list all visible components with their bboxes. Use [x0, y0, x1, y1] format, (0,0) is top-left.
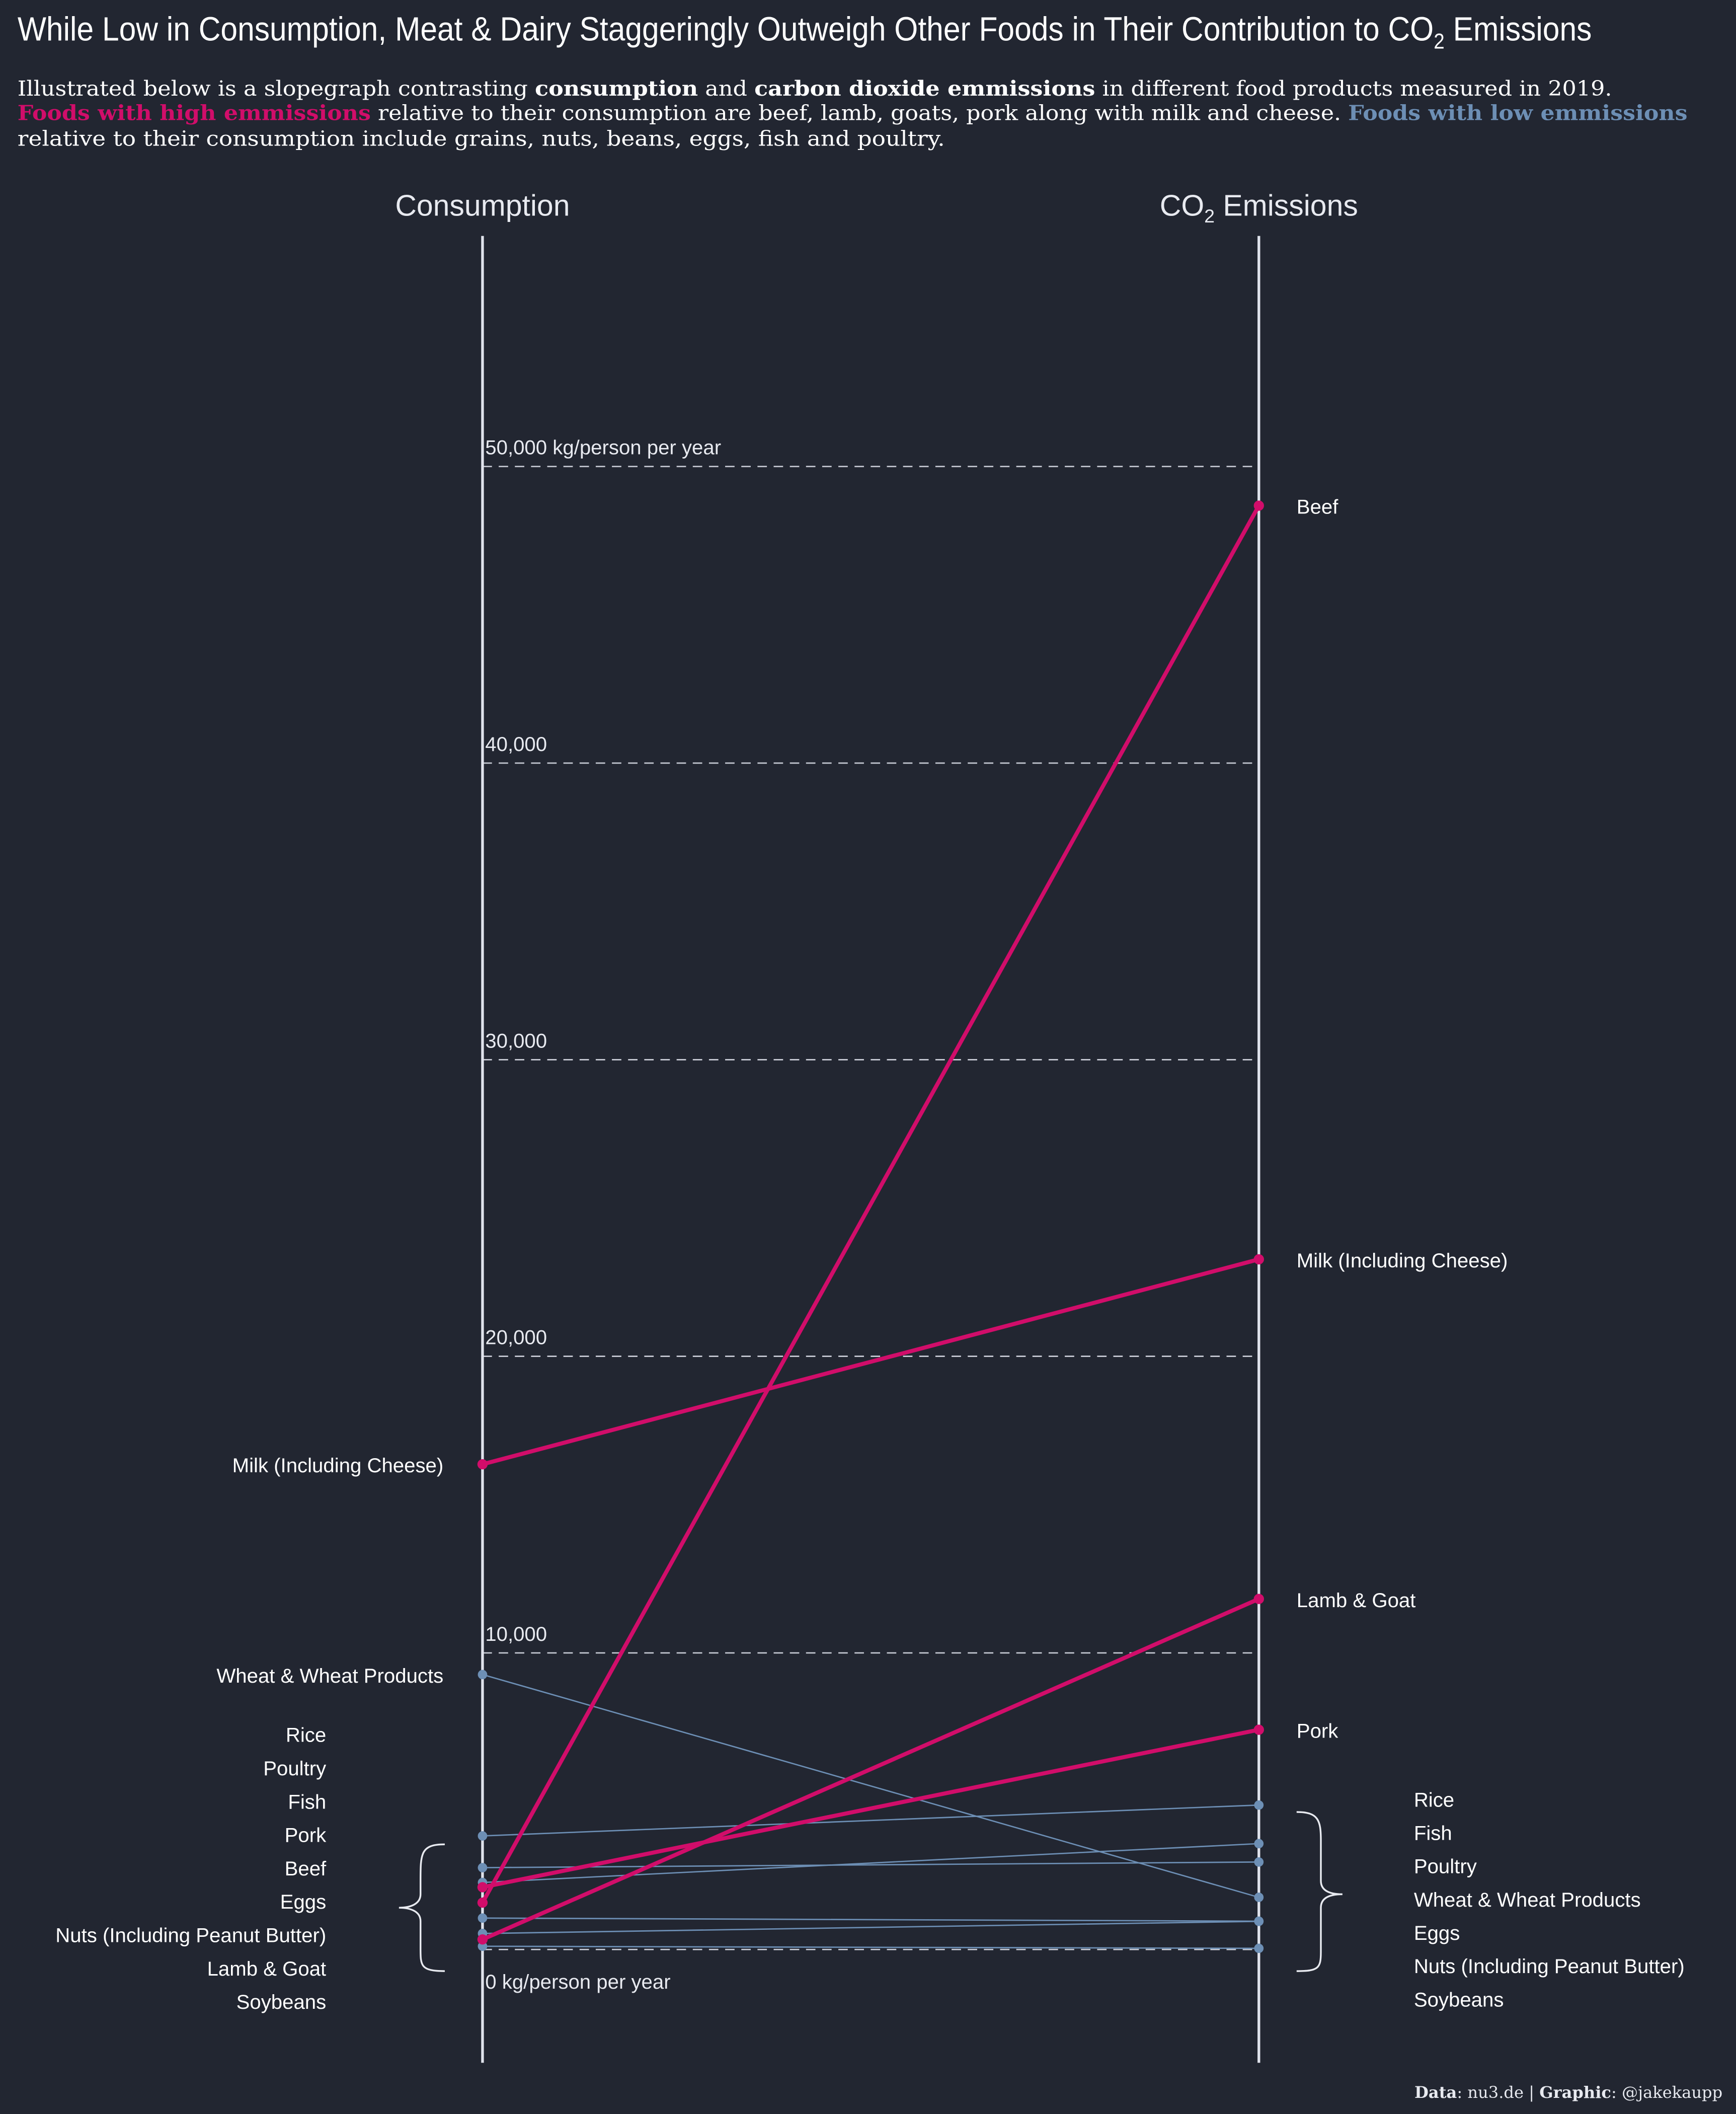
right-label: Pork	[1297, 1720, 1338, 1743]
subtitle-line-1: Illustrated below is a slopegraph contra…	[18, 76, 1612, 101]
slope-line-milk-including-cheese	[482, 1257, 1259, 1467]
slope-line-fish	[482, 1843, 1259, 1883]
consumption-point-milk-including-cheese	[477, 1459, 488, 1470]
right-cluster-label: Wheat & Wheat Products	[1414, 1889, 1641, 1911]
emissions-point-nuts-including-peanut-butter	[1254, 1916, 1264, 1926]
left-cluster-label: Eggs	[280, 1891, 327, 1913]
y-tick-label: 20,000	[485, 1326, 547, 1349]
slope-line-poultry	[482, 1861, 1259, 1868]
consumption-point-pork	[477, 1882, 488, 1893]
emissions-point-rice	[1254, 1800, 1264, 1810]
y-tick-label: 30,000	[485, 1029, 547, 1052]
consumption-point-rice	[478, 1831, 488, 1841]
left-cluster-label: Lamb & Goat	[207, 1957, 327, 1980]
consumption-point-poultry	[478, 1863, 488, 1872]
right-label: Lamb & Goat	[1297, 1589, 1416, 1612]
right-axis-title: CO2 Emissions	[1160, 190, 1358, 226]
left-cluster-label: Rice	[286, 1724, 326, 1747]
y-tick-label: 0 kg/person per year	[485, 1971, 670, 1993]
right-cluster-label: Eggs	[1414, 1922, 1460, 1944]
slope-line-rice	[482, 1804, 1259, 1837]
left-axis-title: Consumption	[395, 190, 570, 222]
left-label: Wheat & Wheat Products	[216, 1665, 443, 1687]
emissions-point-poultry	[1254, 1857, 1264, 1867]
emissions-point-lamb-goat	[1253, 1594, 1264, 1604]
left-cluster-label: Soybeans	[236, 1991, 327, 2013]
consumption-point-wheat-wheat-products	[478, 1670, 488, 1680]
left-cluster-label: Pork	[285, 1824, 327, 1847]
right-label: Beef	[1297, 496, 1338, 518]
right-cluster-label: Soybeans	[1414, 1988, 1504, 2011]
left-label: Milk (Including Cheese)	[232, 1454, 444, 1477]
emissions-point-pork	[1253, 1724, 1264, 1735]
right-label: Milk (Including Cheese)	[1297, 1249, 1508, 1272]
consumption-point-eggs	[478, 1913, 488, 1923]
right-cluster-label: Rice	[1414, 1788, 1454, 1811]
right-cluster-label: Fish	[1414, 1822, 1452, 1844]
right-cluster-brace	[1296, 1811, 1343, 1972]
emissions-point-milk-including-cheese	[1253, 1254, 1264, 1265]
y-tick-label: 40,000	[485, 733, 547, 756]
emissions-point-fish	[1254, 1839, 1264, 1849]
footer-credits: Data: nu3.de | Graphic: @jakekaupp	[1414, 2083, 1722, 2102]
y-tick-label: 10,000	[485, 1623, 547, 1645]
slope-line-nuts-including-peanut-butter	[482, 1920, 1259, 1934]
left-cluster-label: Nuts (Including Peanut Butter)	[55, 1924, 326, 1946]
y-tick-label: 50,000 kg/person per year	[485, 436, 721, 459]
slope-line-lamb-goat	[482, 1597, 1260, 1941]
left-cluster-brace	[399, 1843, 445, 1972]
subtitle-line-3: relative to their consumption include gr…	[18, 126, 945, 150]
emissions-point-soybeans	[1254, 1943, 1264, 1953]
slope-line-soybeans	[482, 1945, 1259, 1949]
emissions-point-wheat-wheat-products	[1254, 1893, 1264, 1902]
chart-title: While Low in Consumption, Meat & Dairy S…	[18, 10, 1592, 53]
subtitle-line-2: Foods with high emmissions relative to t…	[18, 100, 1688, 125]
consumption-point-beef	[477, 1897, 488, 1908]
right-cluster-label: Nuts (Including Peanut Butter)	[1414, 1955, 1685, 1978]
slope-line-pork	[482, 1727, 1259, 1890]
left-cluster-label: Poultry	[263, 1757, 326, 1780]
emissions-point-beef	[1253, 500, 1264, 511]
left-cluster-label: Beef	[285, 1857, 327, 1880]
slope-line-eggs	[482, 1917, 1259, 1922]
slope-line-beef	[481, 504, 1261, 1904]
left-cluster-label: Fish	[288, 1790, 326, 1813]
slope-line-wheat-wheat-products	[482, 1674, 1259, 1898]
consumption-point-lamb-goat	[477, 1934, 488, 1945]
right-cluster-label: Poultry	[1414, 1855, 1477, 1878]
